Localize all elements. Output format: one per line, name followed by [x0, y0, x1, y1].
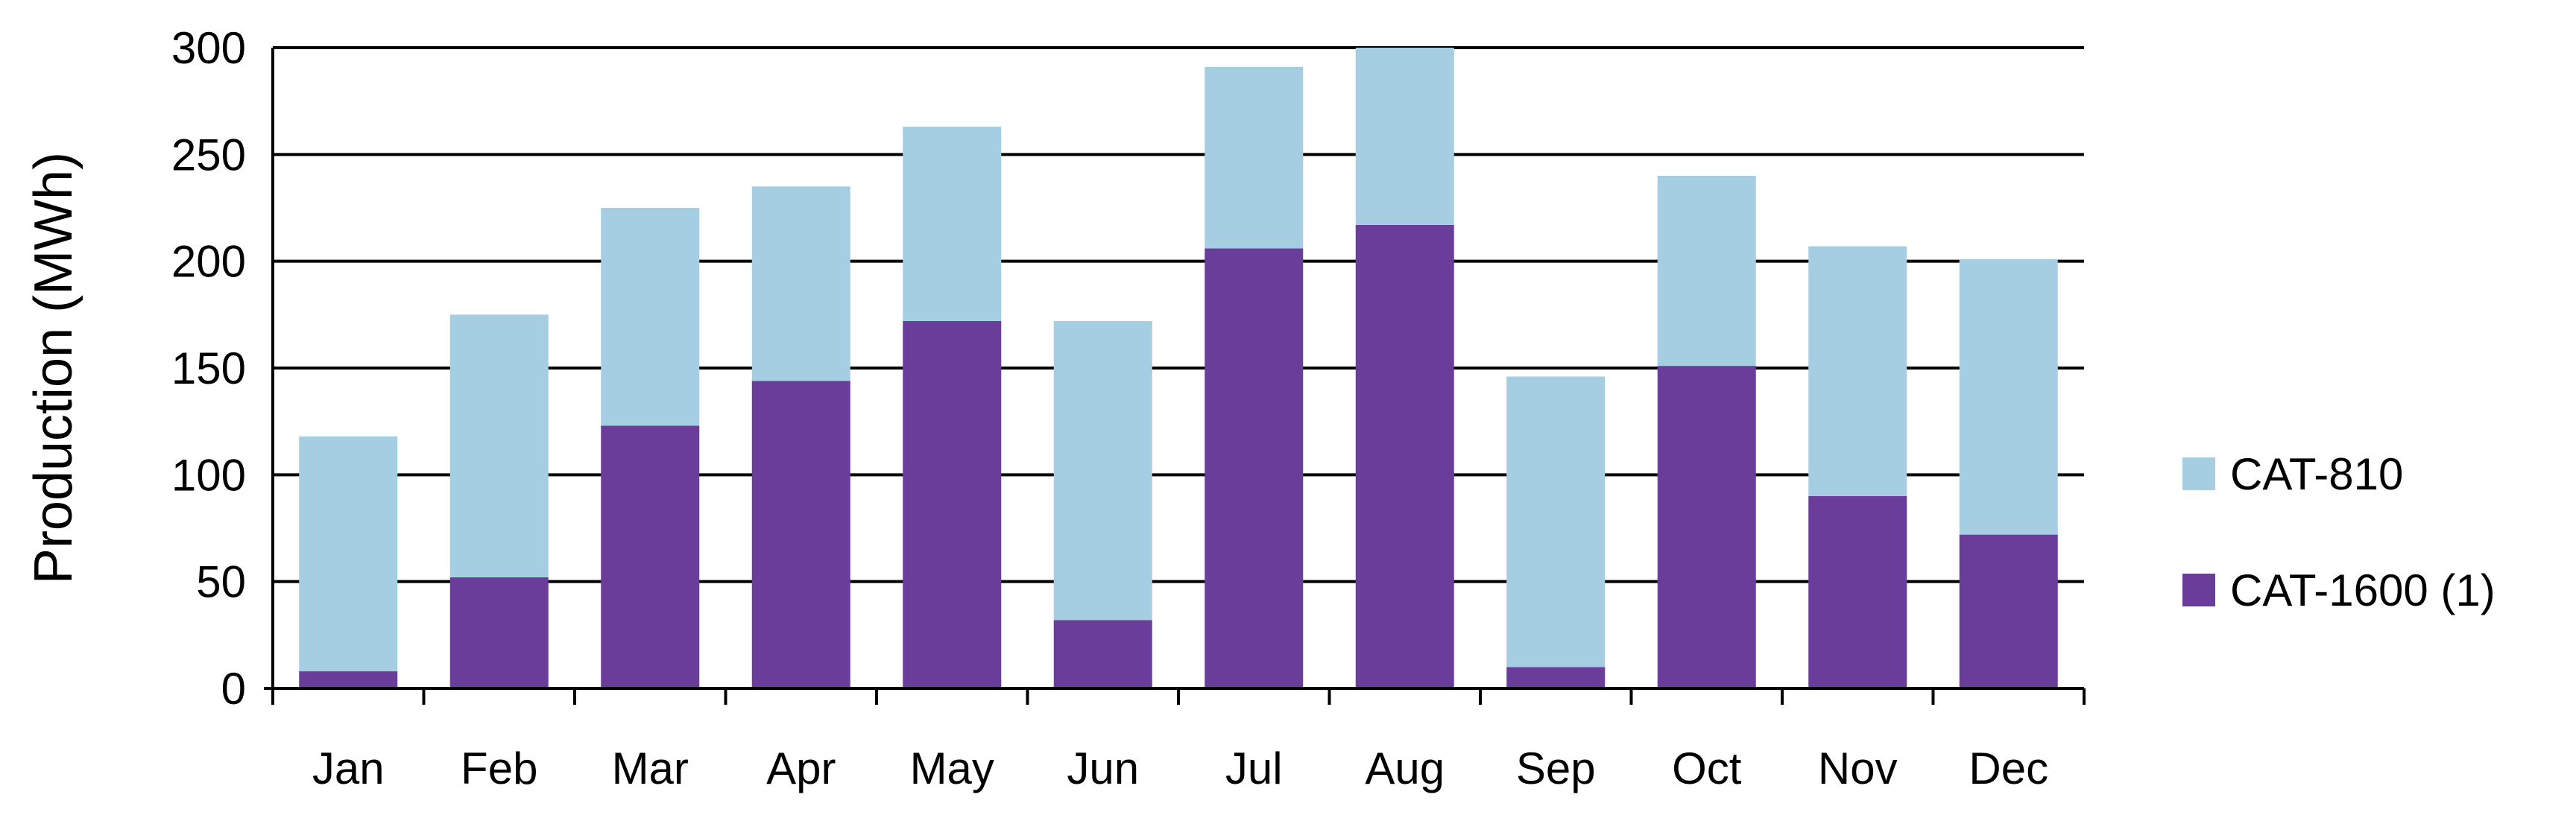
bar-cat-810-mar	[601, 208, 700, 426]
bar-cat-1600-1-dec	[1959, 534, 2058, 688]
gridlines	[273, 46, 2084, 583]
bar-cat-1600-1-oct	[1657, 366, 1756, 688]
y-tick-label: 300	[171, 23, 246, 73]
bar-cat-810-jul	[1205, 66, 1304, 249]
axes	[264, 48, 2086, 705]
bar-cat-1600-1-jan	[299, 671, 398, 688]
bar-cat-810-sep	[1506, 376, 1606, 668]
y-tick-label: 100	[171, 450, 246, 500]
x-tick-label: Mar	[612, 744, 689, 793]
x-tick-label: Feb	[461, 744, 537, 793]
bar-cat-810-oct	[1657, 176, 1756, 367]
x-tick-label: Jul	[1225, 744, 1283, 793]
legend-label: CAT-810	[2230, 449, 2403, 499]
bar-cat-810-may	[903, 127, 1002, 321]
legend: CAT-810 CAT-1600 (1)	[2182, 449, 2496, 615]
bar-cat-1600-1-sep	[1506, 667, 1606, 688]
legend-swatch	[2182, 457, 2215, 490]
bar-cat-810-jun	[1053, 320, 1152, 621]
bar-cat-1600-1-aug	[1355, 224, 1454, 688]
bar-cat-1600-1-nov	[1808, 496, 1907, 688]
y-tick-label: 50	[196, 557, 246, 607]
bar-cat-1600-1-jul	[1205, 248, 1304, 688]
bar-cat-810-feb	[449, 314, 549, 577]
x-tick-label: Jan	[312, 744, 385, 793]
bar-cat-1600-1-jun	[1053, 620, 1152, 688]
x-tick-label: Oct	[1672, 744, 1742, 793]
legend-label: CAT-1600 (1)	[2230, 565, 2496, 615]
y-tick-label: 250	[171, 130, 246, 180]
y-axis-title: Production (MWh)	[24, 152, 83, 584]
x-tick-label: Dec	[1969, 744, 2048, 793]
x-tick-label: Jun	[1067, 744, 1139, 793]
x-tick-label: Apr	[766, 744, 836, 793]
bar-cat-1600-1-apr	[751, 381, 850, 688]
bar-cat-1600-1-feb	[449, 577, 549, 688]
x-tick-label: Sep	[1516, 744, 1596, 793]
bars	[299, 48, 2058, 688]
y-tick-label: 200	[171, 237, 246, 287]
bar-cat-810-jan	[299, 436, 398, 672]
y-tick-label: 150	[171, 343, 246, 393]
bar-cat-810-nov	[1808, 246, 1907, 496]
bar-cat-1600-1-may	[903, 320, 1002, 688]
x-tick-label: Nov	[1818, 744, 1898, 793]
y-tick-label: 0	[221, 664, 246, 714]
bar-cat-1600-1-mar	[601, 425, 700, 688]
x-tick-labels: Jan Feb Mar Apr May Jun Jul Aug Sep Oct Nov Dec	[312, 744, 2048, 793]
bar-cat-810-aug	[1355, 48, 1454, 225]
legend-swatch	[2182, 574, 2215, 606]
x-tick-label: May	[910, 744, 994, 793]
bar-cat-810-dec	[1959, 259, 2058, 535]
x-tick-label: Aug	[1365, 744, 1445, 793]
y-tick-labels: 0 50 100 150 200 250 300	[171, 23, 246, 714]
bar-cat-810-apr	[751, 186, 850, 381]
